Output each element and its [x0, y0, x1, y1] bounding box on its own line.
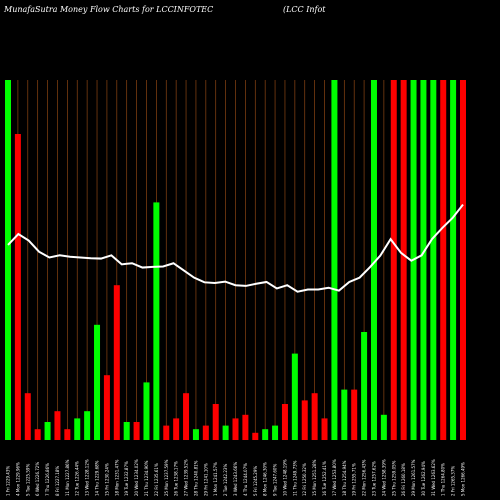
bar: [153, 202, 160, 440]
bar: [420, 80, 427, 440]
x-tick-label: 11 Mon 1227.86%: [65, 459, 70, 496]
x-tick-label: 26 Tue 1238.17%: [174, 461, 179, 496]
x-tick-label: 22 Fri 1235.61%: [154, 463, 159, 496]
bar: [291, 353, 298, 440]
chart-title: MunafaSutra Money Flow Charts for LCCINF…: [3, 5, 213, 14]
x-tick-label: 5 Fri 1245.29%: [253, 466, 258, 496]
bar: [272, 425, 279, 440]
bar: [370, 80, 377, 440]
x-tick-label: 1 Thu 1264.80%: [441, 463, 446, 496]
bar: [34, 429, 41, 440]
bar: [74, 418, 81, 440]
bar: [301, 400, 308, 440]
bar: [173, 418, 180, 440]
bar: [143, 382, 150, 440]
bar: [103, 375, 110, 440]
x-tick-label: 6 Wed 1226.72%: [35, 462, 40, 496]
x-tick-label: 25 Thu 1259.05%: [391, 460, 396, 496]
x-tick-label: 1 Mon 1241.57%: [213, 462, 218, 496]
bar: [460, 80, 466, 440]
bar: [390, 80, 397, 440]
bar: [321, 418, 328, 440]
x-tick-label: 30 Tue 1262.94%: [421, 461, 426, 496]
x-tick-label: 27 Wed 1239.52%: [184, 459, 189, 496]
bar: [44, 422, 51, 440]
bar: [262, 429, 269, 440]
bar: [202, 425, 209, 440]
bar: [123, 422, 130, 440]
x-tick-label: 29 Fri 1241.10%: [203, 463, 208, 496]
x-tick-label: 19 Fri 1255.71%: [352, 463, 357, 496]
x-tick-label: 15 Mon 1251.28%: [312, 459, 317, 496]
x-tick-label: 9 Tue 1247.60%: [273, 464, 278, 496]
chart-subtitle: (LCC Infot: [283, 5, 326, 14]
bar: [341, 389, 348, 440]
bar: [281, 404, 288, 440]
bar: [14, 134, 21, 440]
x-tick-label: 21 Thu 1234.90%: [144, 460, 149, 496]
bar: [24, 393, 31, 440]
bar: [232, 418, 239, 440]
bar: [430, 80, 437, 440]
x-tick-label: 18 Mon 1231.47%: [114, 459, 119, 496]
x-tick-label: 4 Mon 1229.96%: [15, 462, 20, 496]
bar: [242, 414, 249, 440]
x-tick-label: 12 Tue 1226.44%: [75, 461, 80, 496]
x-tick-label: 14 Thu 1229.68%: [95, 460, 100, 496]
x-tick-label: 5 Mon 1266.49%: [461, 462, 466, 496]
bar: [163, 425, 170, 440]
bar: [94, 324, 101, 440]
x-tick-label: 12 Fri 1250.32%: [302, 463, 307, 496]
bar: [222, 425, 229, 440]
x-tick-labels: 1 Fri 1229.43% 4 Mon 1229.96% 5 Tue 1225.5…: [6, 459, 466, 496]
x-tick-label: 13 Wed 1228.12%: [85, 459, 90, 496]
x-tick-label: 8 Mon 1246.30%: [263, 462, 268, 496]
bar: [450, 80, 457, 440]
x-tick-label: 17 Wed 1253.80%: [332, 459, 337, 496]
bar: [5, 80, 11, 440]
x-tick-label: 18 Thu 1254.94%: [342, 460, 347, 496]
x-tick-label: 5 Tue 1225.59%: [25, 464, 30, 496]
bar: [252, 432, 259, 440]
bar: [440, 80, 447, 440]
x-tick-label: 2 Tue 1242.23%: [223, 464, 228, 496]
bar: [192, 429, 199, 440]
x-tick-label: 22 Mon 1256.43%: [362, 459, 367, 496]
bar: [133, 422, 140, 440]
x-tick-label: 15 Fri 1230.24%: [104, 463, 109, 496]
x-tick-label: 11 Thu 1249.73%: [292, 460, 297, 496]
bar: [84, 411, 91, 440]
x-tick-label: 8 Fri 1227.18%: [55, 466, 60, 496]
bar: [183, 393, 190, 440]
bar: [331, 80, 338, 440]
x-tick-label: 19 Tue 1232.87%: [124, 461, 129, 496]
x-tick-label: 28 Thu 1240.81%: [193, 460, 198, 496]
x-tick-label: 23 Tue 1257.62%: [371, 461, 376, 496]
x-tick-label: 26 Fri 1260.18%: [401, 463, 406, 496]
x-tick-label: 2 Fri 1265.37%: [451, 466, 456, 496]
money-flow-line: [7, 203, 464, 293]
x-tick-label: 7 Thu 1226.86%: [45, 463, 50, 496]
x-tick-label: 3 Wed 1243.66%: [233, 462, 238, 496]
bar: [380, 414, 387, 440]
bar: [400, 80, 407, 440]
bar: [311, 393, 318, 440]
x-tick-label: 20 Wed 1234.02%: [134, 459, 139, 496]
bar: [54, 411, 61, 440]
x-tick-label: 25 Mon 1237.59%: [164, 459, 169, 496]
x-tick-label: 31 Wed 1263.62%: [431, 459, 436, 496]
bar: [212, 404, 219, 440]
x-tick-label: 29 Mon 1261.57%: [411, 459, 416, 496]
x-tick-label: 4 Thu 1244.07%: [243, 463, 248, 496]
x-tick-label: 24 Wed 1258.39%: [381, 459, 386, 496]
x-tick-label: 10 Wed 1248.19%: [282, 459, 287, 496]
x-tick-label: 1 Fri 1229.43%: [6, 466, 11, 496]
bar: [361, 332, 368, 440]
bar: [351, 389, 358, 440]
x-tick-label: 16 Tue 1252.41%: [322, 461, 327, 496]
bar: [64, 429, 71, 440]
bar: [113, 285, 120, 440]
